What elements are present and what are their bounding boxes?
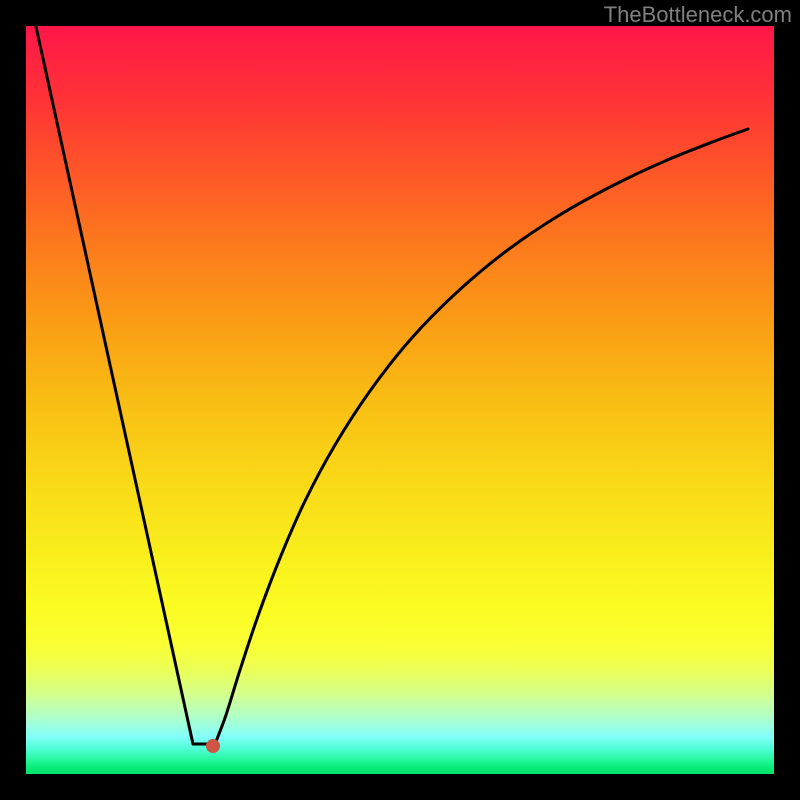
watermark-text: TheBottleneck.com [604, 2, 792, 28]
curve-svg [26, 26, 774, 774]
plot-area [26, 26, 774, 774]
optimum-marker [206, 739, 220, 753]
bottleneck-curve [28, 26, 748, 744]
